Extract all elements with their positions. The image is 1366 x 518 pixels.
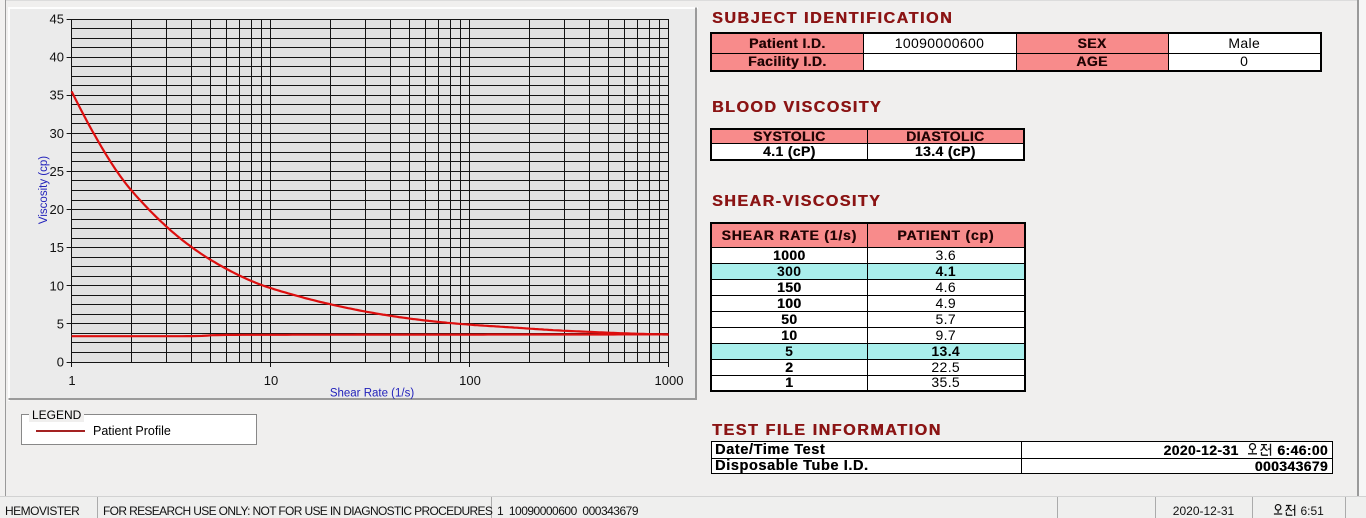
svg-text:15: 15 (50, 240, 64, 255)
svg-text:25: 25 (50, 164, 64, 179)
svg-text:45: 45 (50, 12, 64, 27)
svg-text:100: 100 (459, 373, 481, 388)
svg-text:1: 1 (68, 373, 75, 388)
svg-text:40: 40 (50, 50, 64, 65)
svg-text:Shear Rate (1/s): Shear Rate (1/s) (330, 388, 415, 400)
svg-text:35: 35 (50, 88, 64, 103)
svg-text:10: 10 (264, 373, 278, 388)
svg-text:30: 30 (50, 126, 64, 141)
svg-text:10: 10 (50, 278, 64, 293)
svg-text:1000: 1000 (655, 373, 684, 388)
svg-text:Viscosity (cp): Viscosity (cp) (38, 156, 50, 224)
svg-text:0: 0 (57, 355, 64, 370)
svg-text:5: 5 (57, 316, 64, 331)
svg-text:20: 20 (50, 202, 64, 217)
